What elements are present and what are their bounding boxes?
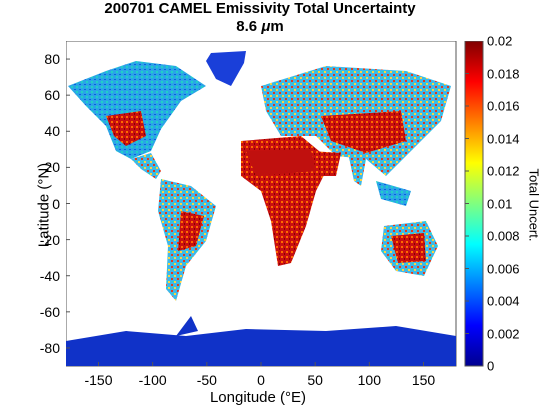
india-region <box>348 153 366 186</box>
greenland-region <box>206 51 246 86</box>
x-tick-label: -150 <box>84 372 113 388</box>
colorbar-tick-label: 0.012 <box>487 163 520 179</box>
y-tick-label: -60 <box>39 303 60 320</box>
y-tick-label: 80 <box>44 51 60 68</box>
x-tick-label: 0 <box>257 372 265 388</box>
x-axis-label: Longitude (°E) <box>209 389 307 406</box>
x-tick-label: 50 <box>307 372 323 388</box>
x-axis-ticks <box>98 362 424 366</box>
map-subtitle: 8.6 μm <box>0 18 520 35</box>
y-axis-ticks <box>66 58 70 349</box>
antarctica-peninsula <box>176 316 198 336</box>
colorbar-tick-label: 0.008 <box>487 228 520 244</box>
map-plot <box>66 41 484 367</box>
africa-sahara-core <box>246 149 316 176</box>
se-asia-region <box>376 181 411 206</box>
colorbar-tick-label: 0.01 <box>487 196 513 211</box>
y-tick-label: -40 <box>39 267 60 284</box>
x-tick-label: -50 <box>196 372 217 388</box>
y-tick-label: 60 <box>44 87 60 104</box>
colorbar-tick-label: 0.014 <box>487 131 520 146</box>
north-america-region <box>68 61 206 159</box>
asia-hot <box>321 111 406 153</box>
subtitle-unit: m <box>270 18 284 35</box>
x-tick-label: 150 <box>411 372 436 388</box>
land-layer <box>66 51 456 366</box>
map-title: 200701 CAMEL Emissivity Total Uncertaint… <box>104 0 416 17</box>
north-america-hot <box>106 111 146 146</box>
colorbar-tick-label: 0 <box>487 358 495 374</box>
x-tick-label: -100 <box>138 372 167 388</box>
colorbar-ticks <box>465 41 469 367</box>
colorbar-tick-label: 0.018 <box>487 66 520 81</box>
colorbar-label: Total Uncert. <box>526 168 542 242</box>
y-tick-label: -80 <box>39 339 60 356</box>
y-tick-label: 40 <box>44 123 60 140</box>
y-tick-label: 20 <box>44 159 60 176</box>
south-america-hot <box>178 211 204 251</box>
x-tick-label: 100 <box>357 372 382 388</box>
subtitle-wavelength: 8.6 <box>236 18 262 35</box>
colorbar-tick-label: 0.016 <box>487 98 520 114</box>
australia-hot <box>391 233 426 263</box>
colorbar-tick-label: 0.006 <box>487 261 520 276</box>
subtitle-mu: μ <box>261 18 271 35</box>
central-america-region <box>131 153 161 179</box>
y-tick-label: 0 <box>52 195 60 212</box>
arabia-region <box>311 151 341 176</box>
antarctica-region <box>66 326 456 366</box>
y-tick-label: -20 <box>39 231 60 248</box>
colorbar-tick-label: 0.002 <box>487 326 520 341</box>
colorbar-tick-label: 0.02 <box>487 33 513 49</box>
colorbar-tick-label: 0.004 <box>487 293 520 309</box>
